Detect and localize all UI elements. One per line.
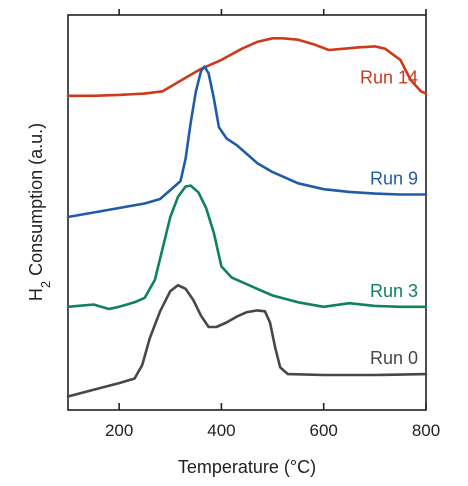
x-tick-label: 800 (412, 421, 440, 440)
series-label-run-9: Run 9 (370, 169, 418, 189)
x-ticks: 200 400 600 800 (105, 9, 440, 440)
series-line-run-0 (66, 283, 428, 398)
series-layer (66, 36, 428, 398)
series-label-run-3: Run 3 (370, 281, 418, 301)
x-tick-label: 200 (105, 421, 133, 440)
x-tick-label: 600 (310, 421, 338, 440)
series-label-run-0: Run 0 (370, 348, 418, 368)
series-labels: Run 14 Run 9 Run 3 Run 0 (360, 68, 418, 369)
y-axis-title-rest: Consumption (a.u.) (26, 123, 46, 281)
series-line-run-3 (66, 184, 428, 311)
y-axis-title: H2 Consumption (a.u.) (26, 123, 53, 301)
x-tick-label: 400 (207, 421, 235, 440)
series-line-run-14 (66, 36, 428, 98)
y-axis-title-subscript: 2 (38, 281, 53, 288)
series-line-run-9 (66, 65, 428, 219)
series-label-run-14: Run 14 (360, 68, 418, 88)
plot-frame (67, 14, 427, 411)
x-axis-title: Temperature (°C) (178, 457, 316, 477)
y-axis-title-h: H (26, 288, 46, 301)
